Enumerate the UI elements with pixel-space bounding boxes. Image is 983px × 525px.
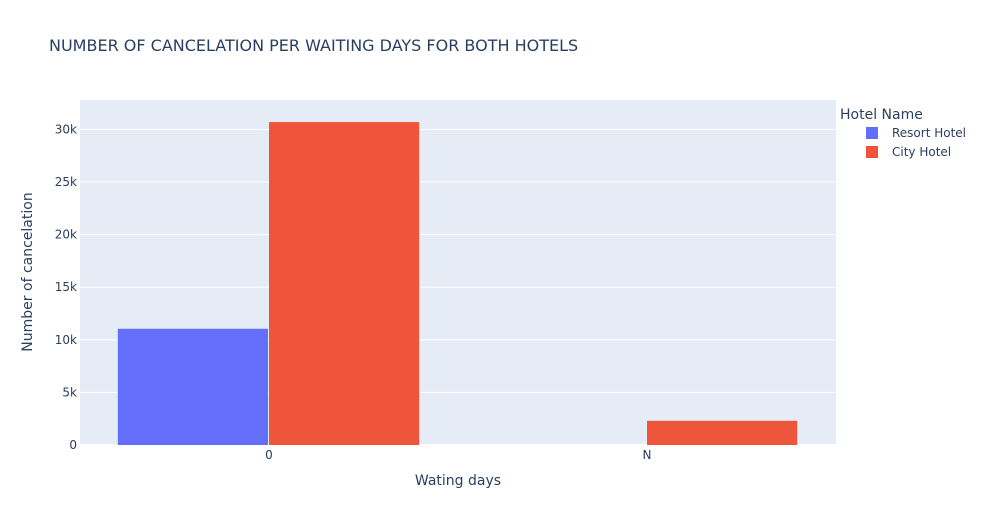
legend-swatch <box>866 146 878 158</box>
legend-items: Resort Hotel City Hotel <box>866 126 966 159</box>
legend-item-city-hotel[interactable]: City Hotel <box>866 145 951 159</box>
x-tick-label: N <box>643 448 652 462</box>
y-axis-ticks: 0 5k 10k 15k 20k 25k 30k <box>55 122 77 452</box>
chart-title: NUMBER OF CANCELATION PER WAITING DAYS F… <box>49 36 578 55</box>
y-tick-label: 10k <box>55 333 77 347</box>
legend-swatch <box>866 127 878 139</box>
y-axis-title: Number of cancelation <box>20 192 36 351</box>
x-axis-title: Wating days <box>415 473 501 489</box>
x-tick-label: 0 <box>265 448 273 462</box>
y-tick-label: 0 <box>69 438 77 452</box>
y-tick-label: 20k <box>55 228 77 242</box>
y-tick-label: 30k <box>55 122 77 136</box>
y-tick-label: 25k <box>55 175 77 189</box>
legend-item-resort-hotel[interactable]: Resort Hotel <box>866 126 966 140</box>
y-tick-label: 15k <box>55 280 77 294</box>
legend-label: Resort Hotel <box>892 126 966 140</box>
y-tick-label: 5k <box>62 385 77 399</box>
bar-resort-hotel-0 <box>117 328 268 445</box>
bars <box>117 122 798 446</box>
legend-title: Hotel Name <box>840 107 923 123</box>
legend-label: City Hotel <box>892 145 951 159</box>
bar-city-hotel-0 <box>269 122 420 446</box>
bar-city-hotel-1 <box>647 420 798 445</box>
legend: Hotel Name Resort Hotel City Hotel <box>840 107 966 159</box>
